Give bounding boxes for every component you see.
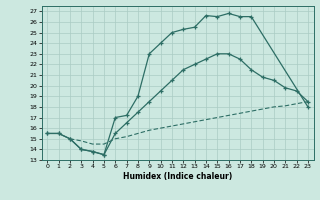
X-axis label: Humidex (Indice chaleur): Humidex (Indice chaleur): [123, 172, 232, 181]
